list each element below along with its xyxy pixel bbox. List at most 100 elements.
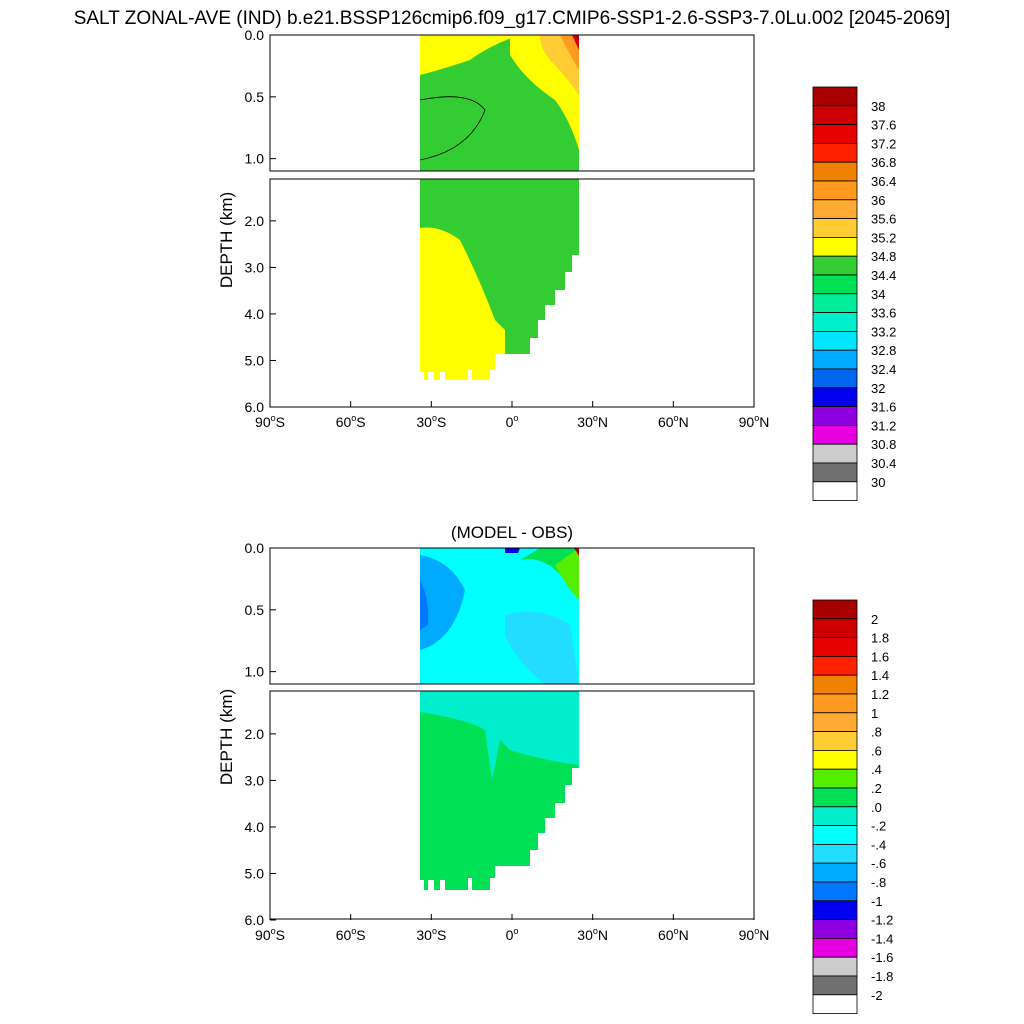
diff-y-ticks: 0.0 0.5 1.0 2.0 3.0 4.0 5.0 6.0 xyxy=(245,540,276,928)
colorbar-label: 33.6 xyxy=(871,306,896,321)
colorbar-label: 33.2 xyxy=(871,324,896,339)
colorbar-label: 32.4 xyxy=(871,362,896,377)
y-tick-label: 6.0 xyxy=(245,912,265,928)
colorbar-label: -1.6 xyxy=(871,950,893,965)
diff-upper-frame xyxy=(269,547,755,685)
diff-lower-plot xyxy=(269,690,755,920)
colorbar-cell xyxy=(812,274,858,295)
colorbar-cell xyxy=(812,443,858,464)
salt-x-ticks: 90oS 60oS 30oS 0o 30oN 60oN 90oN xyxy=(255,401,769,430)
colorbar-label: -.2 xyxy=(871,819,886,834)
colorbar-label: -2 xyxy=(871,988,883,1003)
colorbar-cell xyxy=(812,180,858,201)
x-tick-label: 30oS xyxy=(416,926,446,943)
colorbar-cell xyxy=(812,86,858,107)
colorbar-label: -1.4 xyxy=(871,931,893,946)
diff-upper-positive-high-fill xyxy=(555,548,579,600)
colorbar-cell xyxy=(812,844,858,864)
colorbar-cell xyxy=(812,599,858,620)
y-tick-label: 0.0 xyxy=(245,27,265,43)
salt-upper-frame xyxy=(269,34,755,172)
colorbar-cell xyxy=(812,994,858,1014)
colorbar-label: 1.8 xyxy=(871,631,889,646)
colorbar-cell xyxy=(812,406,858,426)
colorbar-label: 37.2 xyxy=(871,136,896,151)
y-tick-label: 6.0 xyxy=(245,399,265,415)
colorbar-cell xyxy=(812,787,858,808)
salt-lower-yellow-fill xyxy=(420,227,505,380)
diff-panel: (MODEL - OBS) DEPTH (km) 0.00.51.02.03.0… xyxy=(217,523,893,1014)
colorbar-cell xyxy=(812,956,858,977)
x-tick-label: 0o xyxy=(506,413,519,430)
colorbar-cell xyxy=(812,881,858,902)
colorbar-cell xyxy=(812,862,858,883)
colorbar-cell xyxy=(812,900,858,920)
colorbar-cell xyxy=(812,806,858,826)
colorbar-cell xyxy=(812,750,858,770)
colorbar-cell xyxy=(812,693,858,714)
x-tick-label: 60oN xyxy=(658,926,689,943)
colorbar-label: 34.8 xyxy=(871,249,896,264)
colorbar-label: 34 xyxy=(871,287,885,302)
colorbar-label: 34.4 xyxy=(871,268,896,283)
diff-upper-peak-fill xyxy=(574,548,579,556)
y-tick-label: 3.0 xyxy=(245,259,265,275)
colorbar-cell xyxy=(812,349,858,370)
colorbar-label: .0 xyxy=(871,800,882,815)
colorbar-cell xyxy=(812,637,858,657)
colorbar-label: 31.6 xyxy=(871,400,896,415)
colorbar-label: -1.8 xyxy=(871,969,893,984)
y-tick-label: 4.0 xyxy=(245,306,265,322)
colorbar-cell xyxy=(812,656,858,676)
y-tick-label: 0.0 xyxy=(245,540,265,556)
colorbar-cell xyxy=(812,368,858,389)
x-tick-label: 60oS xyxy=(336,413,366,430)
diff-ylabel: DEPTH (km) xyxy=(217,689,236,785)
colorbar-label: 30.4 xyxy=(871,456,896,471)
colorbar-label: .8 xyxy=(871,725,882,740)
x-tick-label: 90oS xyxy=(255,926,285,943)
colorbar-cell xyxy=(812,462,858,483)
salt-panel: DEPTH (km) 0.0 0.5 1.0 2.0 3.0 4.0 5.0 6.0 90oS… xyxy=(217,27,896,501)
diff-upper-surface-low-fill xyxy=(505,548,520,553)
colorbar-cell xyxy=(812,768,858,789)
colorbar-label: 32 xyxy=(871,381,885,396)
y-tick-label: 4.0 xyxy=(245,819,265,835)
salt-upper-surface-fill xyxy=(420,35,520,75)
colorbar-label: 36.8 xyxy=(871,155,896,170)
colorbar-cell xyxy=(812,293,858,313)
colorbar-cell xyxy=(812,825,858,845)
colorbar-cell xyxy=(812,387,858,407)
salt-upper-north-higher-fill xyxy=(560,35,579,70)
colorbar-cell xyxy=(812,199,858,220)
colorbar-label: 1.6 xyxy=(871,649,889,664)
x-tick-label: 60oN xyxy=(658,413,689,430)
salt-ylabel: DEPTH (km) xyxy=(217,192,236,288)
x-tick-label: 30oS xyxy=(416,413,446,430)
colorbar-label: 31.2 xyxy=(871,418,896,433)
colorbar-cell xyxy=(812,312,858,332)
y-tick-label: 1.0 xyxy=(245,664,265,680)
diff-x-ticks: 90oS 60oS 30oS 0o 30oN 60oN 90oN xyxy=(255,914,769,943)
colorbar-label: 2 xyxy=(871,612,878,627)
y-tick-label: 5.0 xyxy=(245,865,265,881)
colorbar-cell xyxy=(812,255,858,276)
colorbar-label: 1.4 xyxy=(871,668,889,683)
diff-lower-green-fill xyxy=(420,712,579,890)
colorbar-label: .2 xyxy=(871,781,882,796)
colorbar-label: 30 xyxy=(871,475,885,490)
salt-y-ticks: 0.0 0.5 1.0 2.0 3.0 4.0 5.0 6.0 xyxy=(245,27,276,415)
x-tick-label: 30oN xyxy=(577,926,608,943)
colorbar-label: -.6 xyxy=(871,856,886,871)
colorbar-label: -1 xyxy=(871,894,883,909)
y-tick-label: 2.0 xyxy=(245,213,265,229)
colorbar-cell xyxy=(812,105,858,126)
colorbar-cell xyxy=(812,124,858,144)
colorbar-cell xyxy=(812,481,858,501)
y-tick-label: 0.5 xyxy=(245,602,265,618)
diff-upper-plot xyxy=(269,547,755,685)
colorbar-label: 38 xyxy=(871,99,885,114)
colorbar-label: 36 xyxy=(871,193,885,208)
colorbar-cell xyxy=(812,975,858,996)
